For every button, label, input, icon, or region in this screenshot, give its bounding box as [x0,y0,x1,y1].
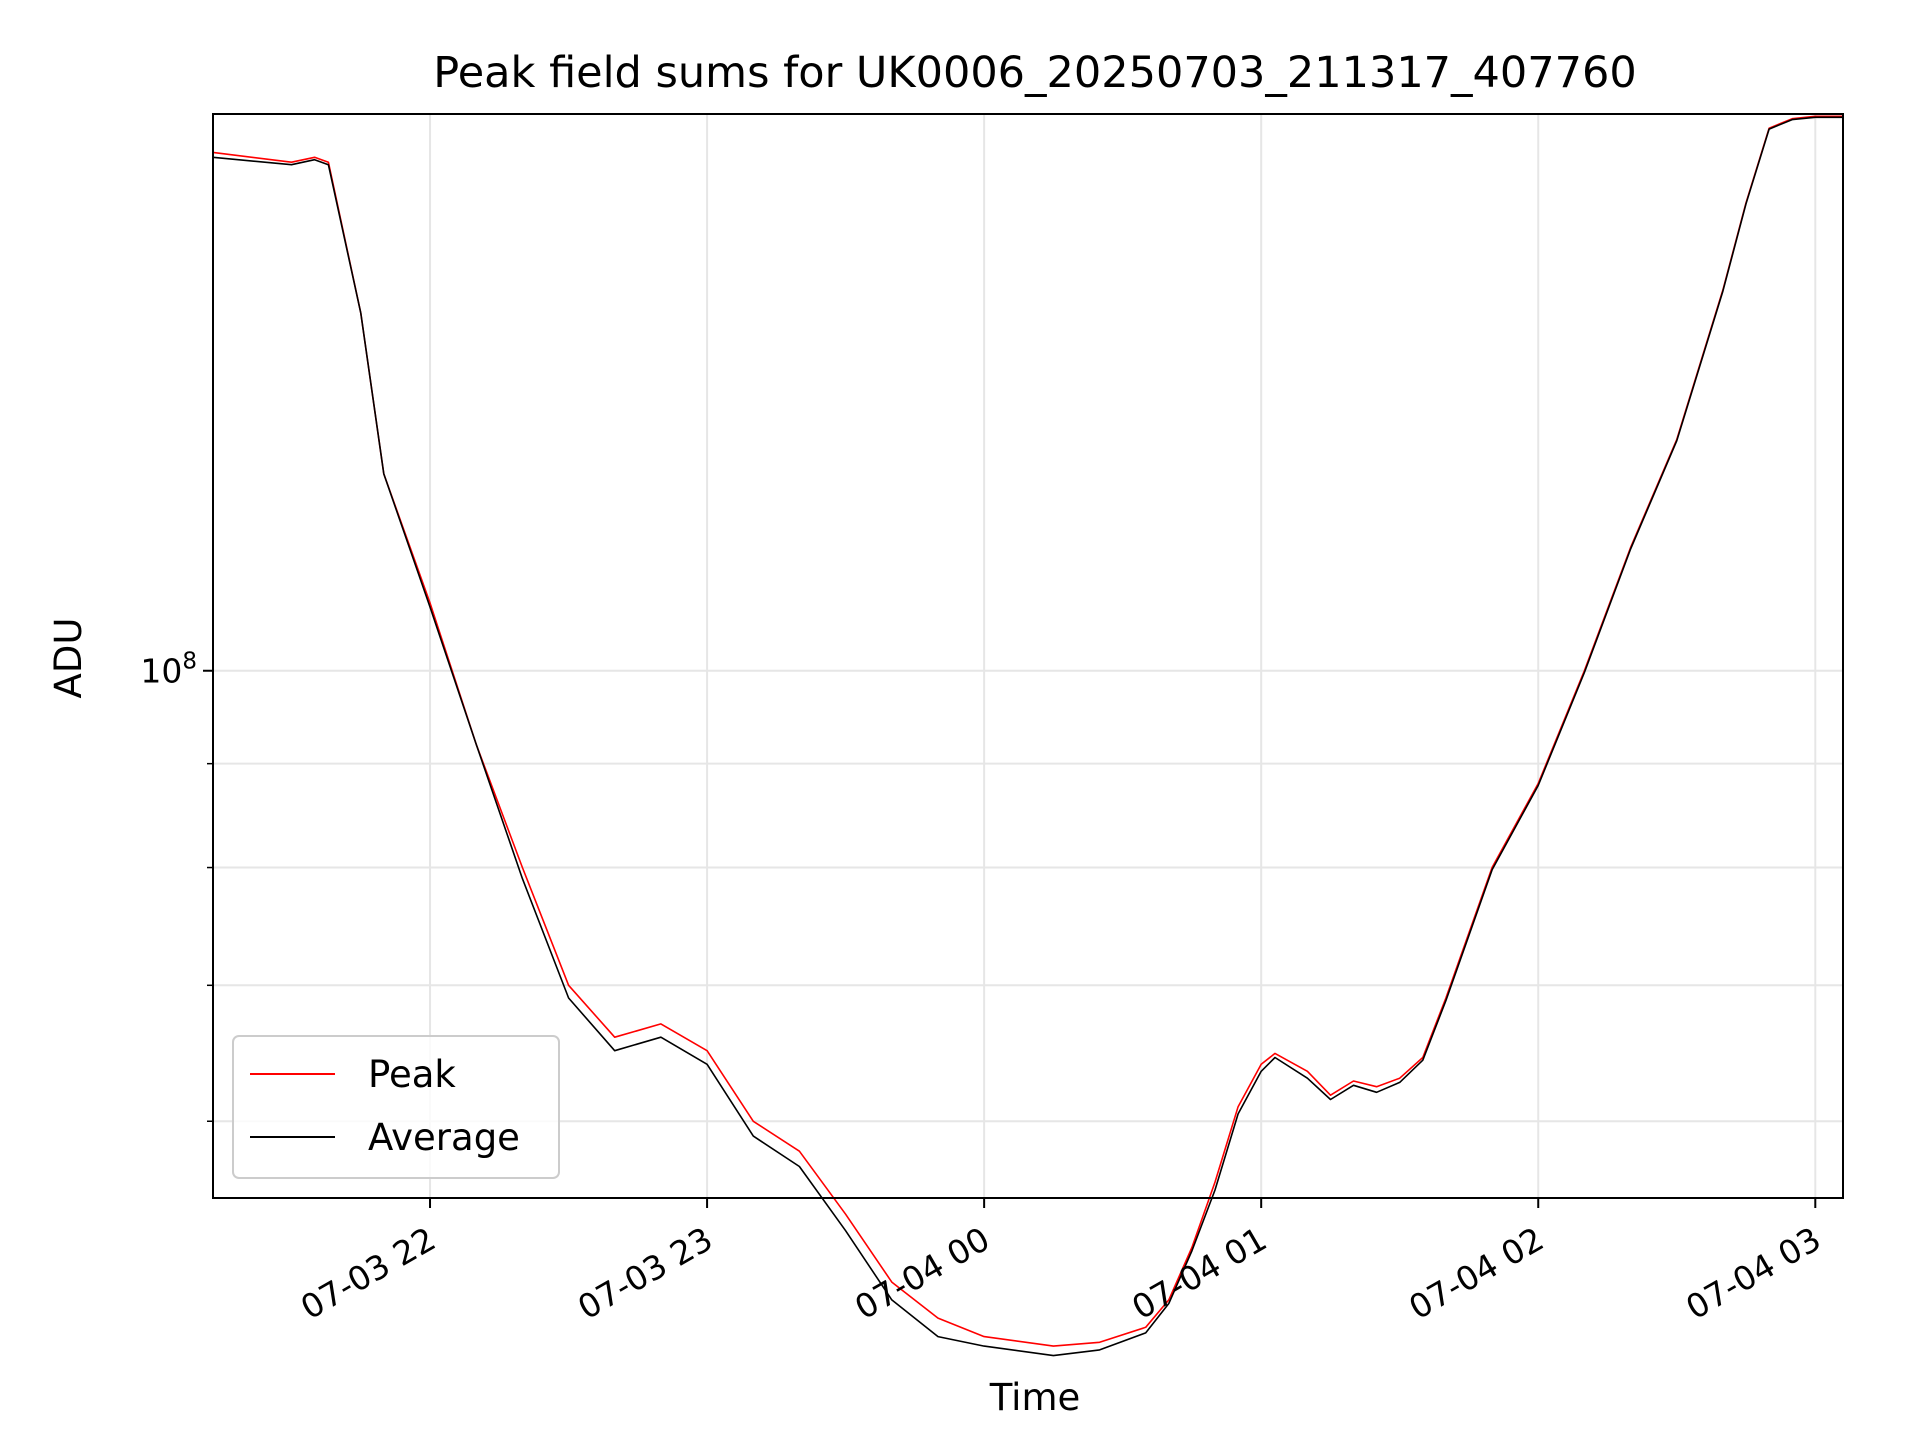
legend-label-peak: Peak [368,1053,456,1096]
legend-box [232,1035,560,1179]
y-axis-ticks: 108 [140,649,213,1123]
plot-lines [212,115,1843,1357]
x-axis-label: Time [989,1376,1081,1419]
y-axis-label: ADU [47,618,90,699]
y-tick-label: 108 [140,649,197,691]
plot-frame [212,113,1844,1199]
legend-label-average: Average [368,1116,520,1159]
chart-title: Peak field sums for UK0006_20250703_2113… [433,48,1636,98]
series-line-average [212,116,1843,1357]
legend: Peak Average [232,1035,560,1179]
